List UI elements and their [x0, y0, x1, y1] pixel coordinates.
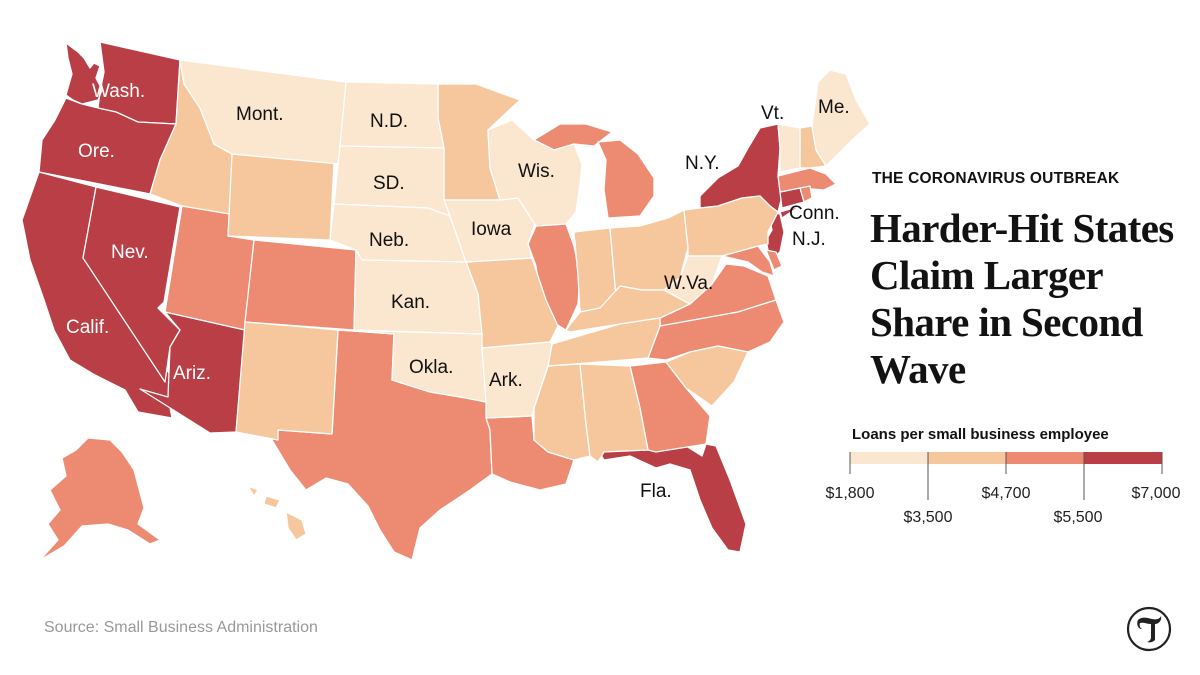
label-arkansas: Ark.: [489, 370, 523, 391]
state-florida: [597, 443, 747, 553]
state-west-virginia: [663, 255, 723, 305]
label-maine: Me.: [818, 97, 850, 118]
kicker: THE CORONAVIRUS OUTBREAK: [872, 170, 1120, 187]
headline: Harder-Hit States Claim Larger Share in …: [870, 205, 1174, 392]
legend-swatch-3: [1006, 452, 1084, 464]
label-washington: Wash.: [92, 81, 145, 102]
label-florida: Fla.: [640, 481, 672, 502]
legend-title: Loans per small business employee: [852, 426, 1109, 443]
label-new-jersey: N.J.: [792, 229, 826, 250]
state-louisiana: [485, 415, 575, 491]
label-north-dakota: N.D.: [370, 111, 408, 132]
state-oklahoma: [337, 329, 487, 403]
legend-swatch-1: [850, 452, 928, 464]
state-oregon: [38, 97, 177, 195]
label-wisconsin: Wis.: [518, 161, 555, 182]
state-alaska: [39, 437, 161, 561]
states-bin2: [149, 59, 827, 541]
label-new-york: N.Y.: [685, 153, 720, 174]
label-oklahoma: Okla.: [409, 357, 453, 378]
legend-label-4700: $4,700: [982, 485, 1031, 502]
label-vermont: Vt.: [761, 103, 784, 124]
state-maine: [811, 69, 871, 167]
legend-label-5500: $5,500: [1054, 509, 1103, 526]
state-hawaii: [247, 485, 307, 541]
label-oregon: Ore.: [78, 141, 115, 162]
state-south-carolina: [665, 345, 749, 407]
states-bin3: [39, 123, 837, 561]
state-massachusetts: [777, 167, 837, 193]
color-legend: $1,800 $4,700 $7,000 $3,500 $5,500: [826, 452, 1181, 526]
state-vermont: [777, 123, 801, 173]
state-colorado: [244, 239, 357, 331]
state-arkansas: [481, 341, 553, 419]
state-rhode-island: [799, 185, 813, 203]
state-alabama: [579, 363, 649, 463]
label-arizona: Ariz.: [173, 363, 211, 384]
nyt-t-logo-icon: [1126, 606, 1172, 652]
label-nevada: Nev.: [111, 242, 149, 263]
states-bin4: [21, 41, 805, 553]
state-labels: Wash. Ore. Calif. Nev. Ariz. Mont. N.D. …: [66, 81, 850, 502]
source-note: Source: Small Business Administration: [44, 619, 318, 636]
state-north-dakota: [339, 81, 445, 149]
label-nebraska: Neb.: [369, 230, 409, 251]
legend-label-3500: $3,500: [904, 509, 953, 526]
label-montana: Mont.: [236, 104, 284, 125]
legend-swatch-2: [928, 452, 1006, 464]
label-iowa: Iowa: [471, 219, 512, 240]
state-wisconsin: [487, 119, 583, 227]
state-delaware: [765, 249, 783, 271]
states-bin1: [179, 59, 871, 419]
state-pennsylvania: [683, 195, 779, 257]
legend-swatch-4: [1084, 452, 1162, 464]
state-wyoming: [227, 153, 335, 241]
label-west-virginia: W.Va.: [664, 273, 713, 294]
legend-label-1800: $1,800: [826, 485, 875, 502]
state-new-mexico: [235, 321, 339, 441]
legend-label-7000: $7,000: [1132, 485, 1181, 502]
label-south-dakota: SD.: [373, 173, 405, 194]
label-california: Calif.: [66, 317, 109, 338]
label-kansas: Kan.: [391, 292, 430, 313]
label-connecticut: Conn.: [789, 203, 840, 224]
